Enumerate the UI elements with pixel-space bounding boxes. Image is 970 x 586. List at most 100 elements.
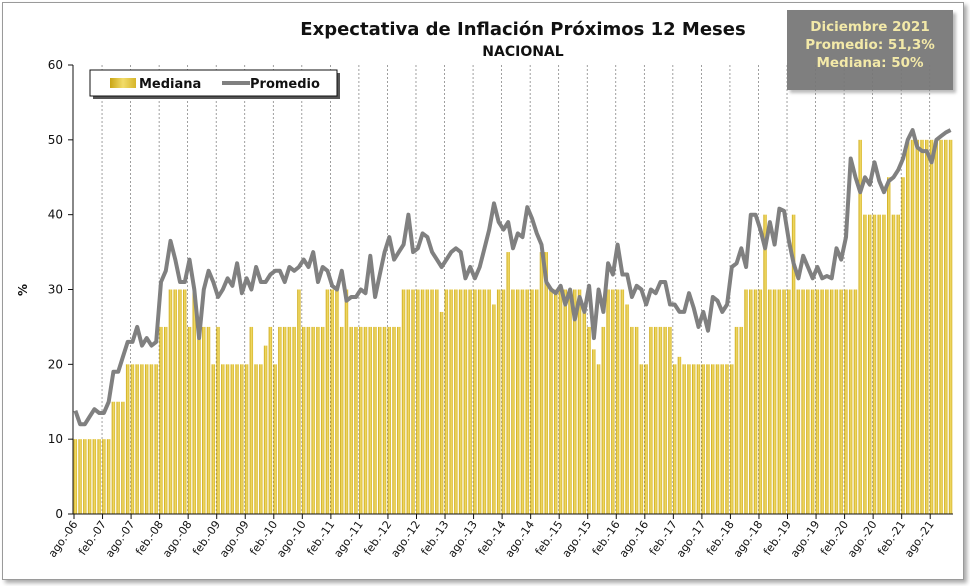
bar-mediana [848, 289, 853, 514]
bar-mediana [154, 364, 158, 514]
y-tick-label: 60 [48, 58, 63, 72]
bar-mediana [273, 364, 277, 514]
bar-mediana [663, 326, 667, 514]
bar-mediana [449, 289, 453, 514]
bar-mediana [573, 289, 577, 514]
bar-mediana [230, 364, 235, 514]
bar-mediana [225, 364, 230, 514]
bar-mediana [187, 326, 192, 514]
x-tick-label: ago.-17 [674, 518, 709, 560]
bar-mediana [549, 289, 553, 514]
bar-mediana [320, 326, 325, 514]
bar-mediana [696, 364, 701, 514]
bar-mediana [825, 289, 829, 514]
x-tick-label: ago.-18 [731, 518, 766, 560]
bar-mediana [435, 289, 439, 514]
x-tick-label: ago.-07 [103, 518, 138, 560]
bar-mediana [183, 289, 187, 514]
x-tick-label: ago.-12 [388, 518, 423, 560]
bar-mediana [254, 364, 258, 514]
bar-mediana [292, 326, 296, 514]
bar-mediana [596, 364, 601, 514]
chart-subtitle: NACIONAL [482, 44, 564, 60]
bar-mediana [515, 289, 520, 514]
bar-mediana [339, 326, 344, 514]
bar-mediana [330, 289, 334, 514]
bar-mediana [839, 289, 843, 514]
bar-mediana [672, 364, 677, 514]
x-tick-label: ago.-08 [160, 518, 195, 560]
bar-mediana [83, 439, 87, 514]
x-tick-label: ago.-06 [46, 518, 81, 560]
bar-mediana [511, 289, 515, 514]
bar-mediana [316, 326, 320, 514]
bar-mediana [563, 289, 568, 514]
bar-mediana [378, 326, 382, 514]
bar-mediana [235, 364, 239, 514]
y-tick-label: 30 [48, 283, 63, 297]
bar-mediana [477, 289, 482, 514]
bar-mediana [872, 214, 877, 514]
bar-mediana [934, 139, 939, 515]
bar-mediana [834, 289, 839, 514]
bar-mediana [102, 439, 106, 514]
bar-mediana [791, 214, 796, 514]
bar-mediana [197, 326, 201, 514]
bar-mediana [392, 326, 396, 514]
bar-mediana [444, 289, 449, 514]
info-promedio: Promedio: 51,3% [805, 37, 935, 53]
chart-title: Expectativa de Inflación Próximos 12 Mes… [300, 19, 746, 40]
bar-mediana [349, 326, 353, 514]
bar-mediana [796, 289, 801, 514]
bar-mediana [611, 289, 615, 514]
bar-mediana [149, 364, 154, 514]
bar-mediana [810, 289, 815, 514]
bar-mediana [867, 214, 872, 514]
bar-mediana [211, 364, 216, 514]
bar-mediana [649, 326, 653, 514]
bar-mediana [858, 139, 862, 515]
bar-mediana [554, 289, 558, 514]
bar-mediana [906, 139, 910, 515]
bar-mediana [159, 326, 163, 514]
bar-mediana [606, 289, 610, 514]
bar-mediana [111, 401, 116, 514]
bar-mediana [373, 326, 377, 514]
bar-mediana [458, 289, 463, 514]
bar-mediana [744, 289, 748, 514]
bar-mediana [644, 364, 648, 514]
bar-mediana [539, 252, 544, 515]
x-tick-label: ago.-15 [560, 518, 595, 560]
bar-mediana [582, 304, 587, 514]
bar-mediana [297, 289, 301, 514]
bar-mediana [844, 289, 848, 514]
bar-mediana [929, 139, 934, 515]
bar-mediana [658, 326, 663, 514]
bar-mediana [87, 439, 92, 514]
bar-mediana [753, 289, 758, 514]
bar-mediana [397, 326, 401, 514]
bar-mediana [901, 177, 905, 514]
x-tick-label: ago.-09 [217, 518, 252, 560]
bar-mediana [282, 326, 287, 514]
bar-mediana [896, 214, 900, 514]
bar-mediana [520, 289, 525, 514]
bar-mediana [620, 289, 625, 514]
bar-mediana [216, 326, 220, 514]
bar-mediana [711, 364, 715, 514]
bar-mediana [73, 439, 78, 514]
legend-label-promedio: Promedio [250, 77, 320, 92]
bar-mediana [406, 289, 411, 514]
x-tick-label: ago.-16 [617, 518, 652, 560]
bar-mediana [925, 139, 929, 515]
bar-mediana [463, 289, 468, 514]
bar-mediana [244, 364, 249, 514]
bar-mediana [701, 364, 705, 514]
bar-mediana [306, 326, 311, 514]
bar-mediana [125, 364, 130, 514]
bar-mediana [240, 364, 244, 514]
info-date: Diciembre 2021 [810, 19, 930, 35]
bar-mediana [777, 289, 782, 514]
bar-mediana [439, 311, 444, 514]
bar-mediana [768, 289, 772, 514]
